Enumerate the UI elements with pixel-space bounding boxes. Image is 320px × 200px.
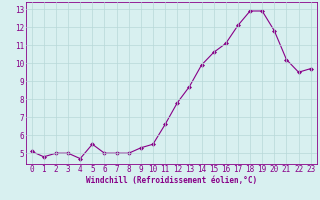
X-axis label: Windchill (Refroidissement éolien,°C): Windchill (Refroidissement éolien,°C) [86,176,257,185]
